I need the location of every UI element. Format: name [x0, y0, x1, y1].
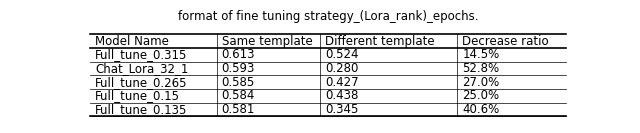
Text: 0.427: 0.427: [325, 76, 359, 89]
Text: 25.0%: 25.0%: [462, 89, 499, 102]
Text: 14.5%: 14.5%: [462, 48, 500, 61]
Text: format of fine tuning strategy_(Lora_rank)_epochs.: format of fine tuning strategy_(Lora_ran…: [178, 10, 478, 23]
Text: Full_tune_0.315: Full_tune_0.315: [95, 48, 188, 61]
Text: 0.584: 0.584: [221, 89, 255, 102]
Text: 0.593: 0.593: [221, 62, 255, 75]
Text: Chat_Lora_32_1: Chat_Lora_32_1: [95, 62, 188, 75]
Text: Decrease ratio: Decrease ratio: [462, 35, 549, 48]
Text: 0.524: 0.524: [325, 48, 358, 61]
Text: 0.345: 0.345: [325, 103, 358, 116]
Text: 0.280: 0.280: [325, 62, 358, 75]
Text: 0.613: 0.613: [221, 48, 255, 61]
Text: 40.6%: 40.6%: [462, 103, 500, 116]
Text: 0.585: 0.585: [221, 76, 255, 89]
Text: Model Name: Model Name: [95, 35, 169, 48]
Text: Same template: Same template: [221, 35, 312, 48]
Text: Full_tune_0.135: Full_tune_0.135: [95, 103, 188, 116]
Text: 0.581: 0.581: [221, 103, 255, 116]
Text: 27.0%: 27.0%: [462, 76, 500, 89]
Text: 52.8%: 52.8%: [462, 62, 499, 75]
Text: 0.438: 0.438: [325, 89, 358, 102]
Text: Different template: Different template: [325, 35, 435, 48]
Text: Full_tune_0.15: Full_tune_0.15: [95, 89, 180, 102]
Text: Full_tune_0.265: Full_tune_0.265: [95, 76, 188, 89]
